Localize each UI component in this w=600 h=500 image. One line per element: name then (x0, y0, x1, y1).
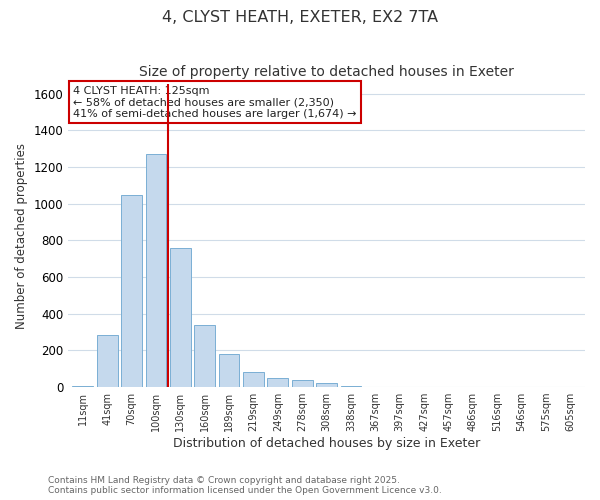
Bar (194, 324, 215, 387)
X-axis label: Distribution of detached houses by size in Exeter: Distribution of detached houses by size … (173, 437, 480, 450)
Bar (170, 248, 191, 387)
Title: Size of property relative to detached houses in Exeter: Size of property relative to detached ho… (139, 65, 514, 79)
Bar (121, 196, 142, 387)
Text: Contains HM Land Registry data © Crown copyright and database right 2025.
Contai: Contains HM Land Registry data © Crown c… (48, 476, 442, 495)
Text: 4 CLYST HEATH: 125sqm
← 58% of detached houses are smaller (2,350)
41% of semi-d: 4 CLYST HEATH: 125sqm ← 58% of detached … (73, 86, 357, 119)
Bar (341, 386, 361, 387)
Bar (292, 380, 313, 387)
Bar (73, 386, 93, 387)
Text: 4, CLYST HEATH, EXETER, EX2 7TA: 4, CLYST HEATH, EXETER, EX2 7TA (162, 10, 438, 25)
Bar (219, 354, 239, 387)
Y-axis label: Number of detached properties: Number of detached properties (15, 142, 28, 328)
Bar (316, 383, 337, 387)
Bar (97, 335, 118, 387)
Bar (146, 154, 166, 387)
Bar (243, 372, 264, 387)
Bar (268, 378, 288, 387)
